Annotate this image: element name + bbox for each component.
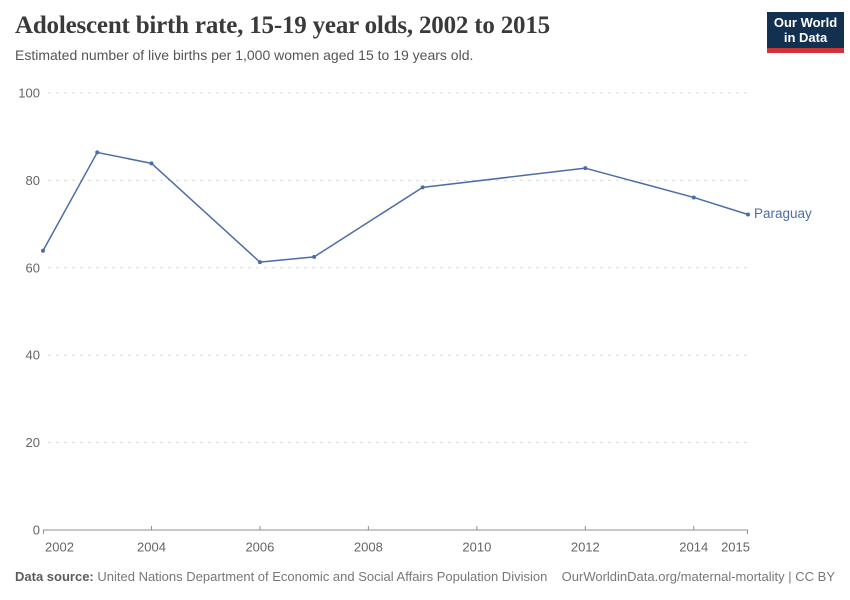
- x-tick-label: 2002: [45, 540, 74, 555]
- owid-logo-line1: Our World: [773, 15, 838, 30]
- x-tick-label: 2010: [462, 540, 491, 555]
- x-tick-label: 2004: [137, 540, 166, 555]
- owid-logo[interactable]: Our World in Data: [767, 12, 844, 53]
- x-tick-label: 2008: [354, 540, 383, 555]
- y-tick-label: 60: [26, 260, 40, 275]
- chart-subtitle: Estimated number of live births per 1,00…: [15, 47, 474, 63]
- chart-plot-area[interactable]: 0 20 40 60 80 100 2002 2004 2006 2008 2010 2012 2014…: [0, 85, 850, 555]
- data-point[interactable]: [691, 195, 696, 200]
- y-tick-label: 0: [33, 523, 40, 538]
- chart-header: Adolescent birth rate, 15-19 year olds, …: [15, 10, 844, 64]
- x-tick-label: 2015: [721, 540, 750, 555]
- data-source-text: United Nations Department of Economic an…: [97, 569, 548, 584]
- data-point[interactable]: [583, 166, 588, 171]
- data-source-label: Data source:: [15, 569, 94, 584]
- data-source: Data source: United Nations Department o…: [15, 569, 547, 585]
- owid-logo-line2: in Data: [783, 30, 828, 45]
- chart-footer: Data source: United Nations Department o…: [15, 569, 835, 585]
- series-line[interactable]: [42, 151, 749, 263]
- y-tick-label: 100: [18, 86, 40, 101]
- data-point[interactable]: [41, 248, 45, 253]
- data-point[interactable]: [312, 254, 317, 259]
- data-point[interactable]: [95, 150, 100, 155]
- x-tick-label: 2012: [571, 540, 600, 555]
- series-label[interactable]: Paraguay: [754, 206, 812, 222]
- y-tick-label: 80: [26, 173, 40, 188]
- x-tick-label: 2014: [679, 540, 708, 555]
- y-tick-label: 20: [26, 435, 40, 450]
- chart-canvas[interactable]: 0 20 40 60 80 100 2002 2004 2006 2008 2010 2012 2014…: [0, 85, 850, 555]
- chart-title: Adolescent birth rate, 15-19 year olds, …: [15, 12, 550, 39]
- x-tick-label: 2006: [245, 540, 274, 555]
- y-tick-label: 40: [26, 348, 40, 363]
- data-point[interactable]: [257, 260, 262, 265]
- data-point[interactable]: [420, 185, 425, 190]
- data-point[interactable]: [746, 212, 750, 217]
- data-point[interactable]: [149, 161, 154, 166]
- footer-link[interactable]: OurWorldinData.org/maternal-mortality | …: [561, 569, 835, 584]
